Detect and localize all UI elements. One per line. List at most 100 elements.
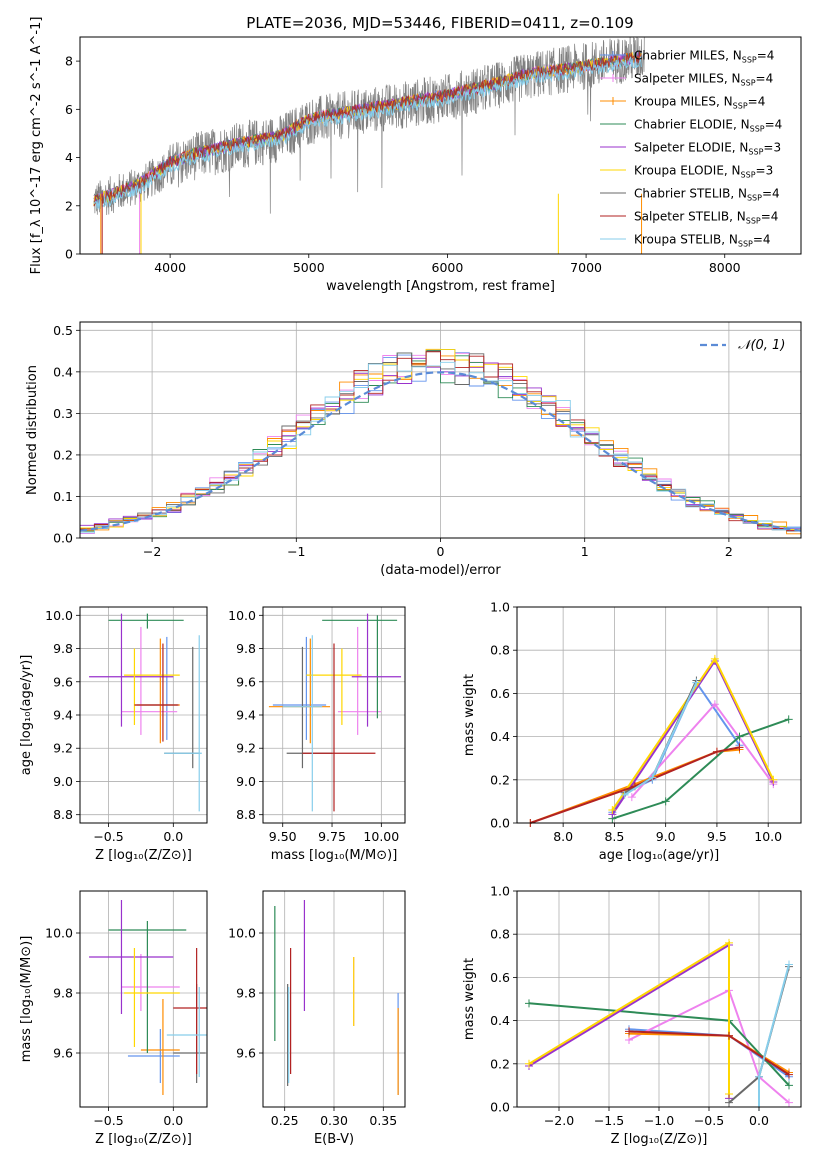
weight-series (529, 746, 740, 824)
x-axis-label: Z [log₁₀(Z/Z⊙)] (95, 1132, 192, 1147)
y-tick-label: 9.0 (236, 774, 256, 789)
legend-label: 𝒩(0, 1) (738, 338, 785, 353)
observed-spectrum (93, 37, 645, 216)
weight-marker (627, 793, 636, 802)
x-tick-label: 1 (581, 544, 589, 559)
legend-sub: SSP (746, 217, 761, 226)
y-tick-label: 9.0 (53, 774, 73, 789)
y-tick-label: 0.6 (490, 970, 510, 985)
x-tick-label: 4000 (154, 260, 186, 275)
y-tick-label: 9.6 (236, 674, 256, 689)
legend-sub: SSP (747, 194, 762, 203)
x-tick-label: 0.0 (163, 1113, 183, 1128)
y-tick-label: 0.2 (490, 772, 510, 787)
y-tick-label: 4 (65, 150, 73, 165)
weight-marker (735, 743, 744, 752)
weight-marker (725, 1090, 733, 1099)
axes-frame (516, 606, 802, 824)
y-tick-label: 2 (65, 198, 73, 213)
y-tick-label: 0.8 (490, 927, 510, 942)
legend-rest: =4 (753, 233, 771, 247)
weight-marker (712, 747, 721, 756)
weight-marker (710, 700, 719, 709)
x-tick-label: 7000 (570, 260, 602, 275)
weight-marker (725, 1031, 733, 1040)
legend-sub: SSP (733, 102, 748, 111)
x-tick-label: 9.0 (656, 829, 676, 844)
x-tick-label: −2.0 (544, 1113, 574, 1128)
y-tick-label: 9.8 (236, 986, 256, 1001)
weight-marker (692, 678, 701, 687)
legend-sub: SSP (738, 240, 753, 249)
x-axis-label: (data-model)/error (380, 563, 501, 578)
y-tick-label: 8 (65, 54, 73, 69)
weight-marker (785, 960, 793, 969)
weight-series (529, 748, 740, 824)
legend-rest: =4 (757, 49, 775, 63)
legend-label: Salpeter STELIB, NSSP=4 (634, 210, 778, 226)
x-tick-label: 0.0 (749, 1113, 769, 1128)
x-tick-label: −1.5 (594, 1113, 624, 1128)
legend-rest: =3 (756, 164, 774, 178)
x-tick-label: 8000 (709, 260, 741, 275)
y-tick-label: 9.6 (236, 1046, 256, 1061)
weight-marker (525, 1059, 533, 1068)
x-tick-label: 5000 (293, 260, 325, 275)
x-tick-label: 10.00 (363, 829, 399, 844)
legend-rest: =4 (765, 118, 783, 132)
x-axis-label: mass [log₁₀(M/M⊙)] (271, 848, 398, 863)
axes-frame (79, 890, 208, 1108)
y-tick-label: 0.4 (490, 1013, 510, 1028)
x-tick-label: −0.5 (93, 1113, 123, 1128)
y-tick-label: 0.6 (490, 686, 510, 701)
legend-sub: SSP (741, 171, 756, 180)
weight-series (612, 718, 790, 820)
weight-marker (785, 1081, 793, 1090)
x-axis-label: Z [log₁₀(Z/Z⊙)] (611, 1132, 708, 1147)
legend-rest: =4 (748, 95, 766, 109)
weight-marker (755, 1072, 763, 1081)
weight-marker (785, 1098, 793, 1107)
x-tick-label: 0.25 (271, 1113, 299, 1128)
x-tick-label: 9.50 (269, 829, 297, 844)
legend-sub: SSP (748, 148, 763, 157)
weight-marker (661, 797, 670, 806)
spectrum-lines (93, 37, 645, 254)
y-tick-label: 8.8 (236, 807, 256, 822)
legend-label: Salpeter MILES, NSSP=4 (634, 72, 773, 88)
y-tick-label: 9.6 (53, 674, 73, 689)
axes-frame (79, 36, 802, 255)
weight-marker (625, 1027, 633, 1036)
weight-marker (710, 654, 719, 663)
y-tick-label: 9.4 (236, 708, 256, 723)
y-tick-label: 0.2 (490, 1056, 510, 1071)
y-tick-label: 8.8 (53, 807, 73, 822)
y-tick-label: 1.0 (490, 600, 510, 615)
y-tick-label: 10.0 (228, 926, 256, 941)
x-tick-label: 0.30 (320, 1113, 348, 1128)
x-tick-label: 10.0 (754, 829, 782, 844)
legend-rest: =4 (756, 72, 774, 86)
y-tick-label: 0.8 (490, 643, 510, 658)
x-tick-label: −2 (143, 544, 161, 559)
model-spectrum (93, 50, 642, 207)
legend-rest: =4 (761, 210, 779, 224)
legend-sub: SSP (742, 56, 757, 65)
y-tick-label: 0.4 (53, 364, 73, 379)
legend-label: Chabrier ELODIE, NSSP=4 (634, 118, 782, 134)
weight-marker (784, 715, 793, 724)
weight-marker (648, 773, 657, 782)
y-tick-label: 6 (65, 102, 73, 117)
y-tick-label: 9.8 (53, 641, 73, 656)
y-tick-label: 10.0 (45, 608, 73, 623)
legend-sub: SSP (750, 125, 765, 134)
legend-label: Chabrier MILES, NSSP=4 (634, 49, 774, 65)
x-tick-label: 9.75 (318, 829, 346, 844)
y-tick-label: 0.4 (490, 729, 510, 744)
x-tick-label: −1 (287, 544, 305, 559)
y-tick-label: 0.5 (53, 323, 73, 338)
y-tick-label: 0.0 (490, 1100, 510, 1115)
x-tick-label: 0.35 (369, 1113, 397, 1128)
legend-label: Salpeter ELODIE, NSSP=3 (634, 141, 781, 157)
x-tick-label: 0 (437, 544, 445, 559)
